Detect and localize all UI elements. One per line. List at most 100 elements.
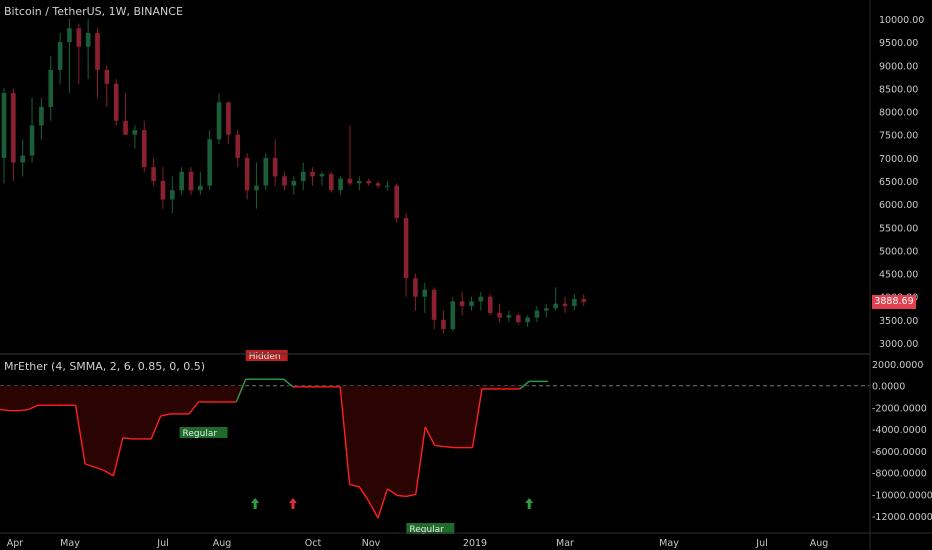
candle-body: [20, 155, 25, 163]
candle-body: [403, 218, 409, 279]
candle-body: [544, 308, 549, 311]
candle-body: [29, 125, 35, 156]
time-tick-label: 2019: [463, 538, 487, 549]
candle: [394, 183, 399, 223]
candle: [226, 102, 231, 144]
candle: [515, 312, 521, 325]
oscillator-tick-label: -6000.0000: [872, 447, 927, 458]
candle: [113, 79, 119, 126]
oscillator-segment: [519, 380, 530, 390]
oscillator-segment: [471, 388, 483, 448]
candle: [67, 19, 72, 94]
candle: [263, 153, 269, 191]
candle-body: [48, 69, 54, 107]
candle-body: [422, 289, 428, 297]
candle: [104, 65, 110, 107]
price-tick-label: 5500.00: [879, 223, 918, 234]
time-tick-label: Nov: [362, 538, 381, 549]
candle-body: [357, 181, 362, 184]
oscillator-segment: [112, 437, 124, 476]
time-tick-label: Jul: [755, 538, 767, 549]
candle: [366, 178, 371, 186]
time-axis[interactable]: Apr May Jul Aug Oct Nov 2019 Mar May Jul Aug: [7, 538, 829, 549]
candle-body: [338, 178, 343, 191]
price-tick-label: 8000.00: [879, 108, 918, 119]
candle-body: [581, 299, 586, 302]
oscillator-tick-label: 0.0000: [872, 382, 905, 393]
candle-body: [375, 183, 381, 186]
candle-body: [478, 296, 484, 302]
candle: [151, 157, 156, 186]
oscillator-segment: [367, 500, 379, 519]
candle: [553, 287, 558, 311]
candle-body: [67, 28, 72, 43]
oscillator-segment: [406, 493, 416, 498]
time-tick-label: Mar: [556, 538, 574, 549]
candle-body: [141, 130, 147, 168]
candle-body: [366, 181, 371, 184]
divergence-label-text: Regular: [409, 525, 444, 535]
oscillator-segment: [28, 404, 39, 411]
oscillator-tick-label: 2000.0000: [872, 360, 923, 371]
price-tick-label: 10000.00: [879, 15, 924, 26]
candle: [347, 125, 353, 186]
candle: [20, 139, 25, 177]
oscillator-segment: [349, 483, 360, 488]
candle: [216, 93, 222, 144]
candle-body: [198, 185, 203, 191]
candle: [11, 88, 16, 181]
candle-body: [272, 157, 278, 177]
candle: [328, 171, 334, 193]
candle: [544, 303, 549, 318]
candle-body: [113, 83, 119, 121]
oscillator-segment: [103, 469, 114, 477]
oscillator-tick-label: -2000.0000: [872, 403, 927, 414]
price-tick-label: 6500.00: [879, 177, 918, 188]
candle: [413, 273, 418, 311]
candle-body: [123, 120, 128, 135]
arrow-up-icon: [251, 498, 260, 509]
indicator-title[interactable]: MrEther (4, SMMA, 2, 6, 0.85, 0, 0.5): [4, 360, 206, 373]
candle: [319, 171, 325, 186]
candle-body: [95, 32, 100, 70]
divergence-label-bg: [245, 350, 288, 361]
candle: [235, 130, 241, 168]
candle-body: [179, 171, 184, 191]
candle-body: [394, 185, 399, 219]
candle-body: [450, 301, 456, 330]
price-tick-label: 3000.00: [879, 339, 918, 350]
candle: [282, 171, 287, 191]
candle-body: [1, 93, 7, 158]
candle-body: [572, 299, 577, 306]
candle: [179, 167, 184, 195]
candle: [357, 176, 362, 191]
oscillator-axis[interactable]: 2000.0000 0.0000 -2000.0000 -4000.0000 -6000…: [872, 360, 932, 523]
candle: [57, 32, 63, 84]
candle: [300, 162, 306, 191]
candle: [562, 296, 568, 313]
time-tick-label: Oct: [305, 538, 322, 549]
candle: [85, 19, 91, 80]
oscillator-area: [0, 378, 870, 519]
divergence-label: Hidden: [245, 350, 288, 362]
oscillator-segment: [339, 386, 351, 485]
oscillator-segment: [0, 408, 10, 412]
candle-body: [385, 185, 390, 187]
candle-body: [11, 93, 16, 163]
candle: [1, 88, 7, 184]
divergence-label-bg: [179, 427, 228, 438]
candle: [450, 296, 456, 332]
time-tick-label: Aug: [810, 538, 829, 549]
candle: [160, 167, 166, 209]
symbol-title[interactable]: Bitcoin / TetherUS, 1W, BINANCE: [4, 5, 183, 18]
oscillator-annotations: Hidden Regular Regular: [179, 350, 534, 535]
price-tick-label: 7500.00: [879, 131, 918, 142]
candle-body: [216, 102, 222, 140]
candle: [132, 125, 138, 149]
candle-body: [441, 319, 446, 330]
price-tick-label: 9000.00: [879, 61, 918, 72]
candle-body: [226, 102, 231, 135]
candle: [272, 139, 278, 186]
oscillator-segment: [188, 401, 199, 415]
oscillator-tick-label: -12000.0000: [872, 512, 932, 523]
